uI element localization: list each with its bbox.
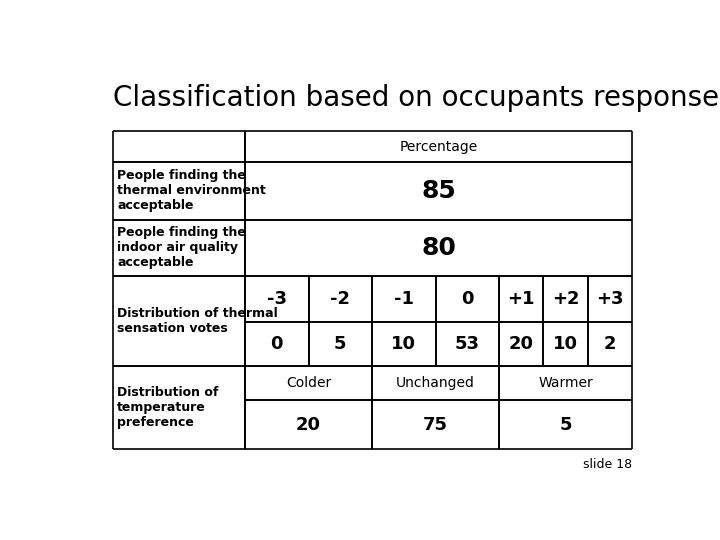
Text: slide 18: slide 18 [583, 458, 632, 471]
Text: 5: 5 [559, 416, 572, 434]
Text: 2: 2 [604, 335, 616, 353]
Text: 0: 0 [271, 335, 283, 353]
Text: -1: -1 [394, 290, 414, 308]
Text: 5: 5 [334, 335, 346, 353]
Text: 80: 80 [421, 235, 456, 260]
Text: 75: 75 [423, 416, 448, 434]
Text: 10: 10 [391, 335, 416, 353]
Text: 53: 53 [455, 335, 480, 353]
Text: +3: +3 [596, 290, 624, 308]
Text: +1: +1 [508, 290, 535, 308]
Text: People finding the
indoor air quality
acceptable: People finding the indoor air quality ac… [117, 226, 246, 269]
Text: Distribution of
temperature
preference: Distribution of temperature preference [117, 386, 219, 429]
Text: +2: +2 [552, 290, 580, 308]
Text: Unchanged: Unchanged [396, 376, 475, 390]
Text: 20: 20 [509, 335, 534, 353]
Text: Distribution of thermal
sensation votes: Distribution of thermal sensation votes [117, 307, 278, 335]
Text: 20: 20 [296, 416, 321, 434]
Text: 0: 0 [461, 290, 474, 308]
Text: 85: 85 [421, 179, 456, 203]
Text: Warmer: Warmer [539, 376, 593, 390]
Text: Percentage: Percentage [400, 140, 478, 154]
Text: -2: -2 [330, 290, 351, 308]
Text: 10: 10 [553, 335, 578, 353]
Text: -3: -3 [267, 290, 287, 308]
Text: Colder: Colder [286, 376, 331, 390]
Text: People finding the
thermal environment
acceptable: People finding the thermal environment a… [117, 170, 266, 212]
Text: Classification based on occupants responses: Classification based on occupants respon… [114, 84, 720, 112]
